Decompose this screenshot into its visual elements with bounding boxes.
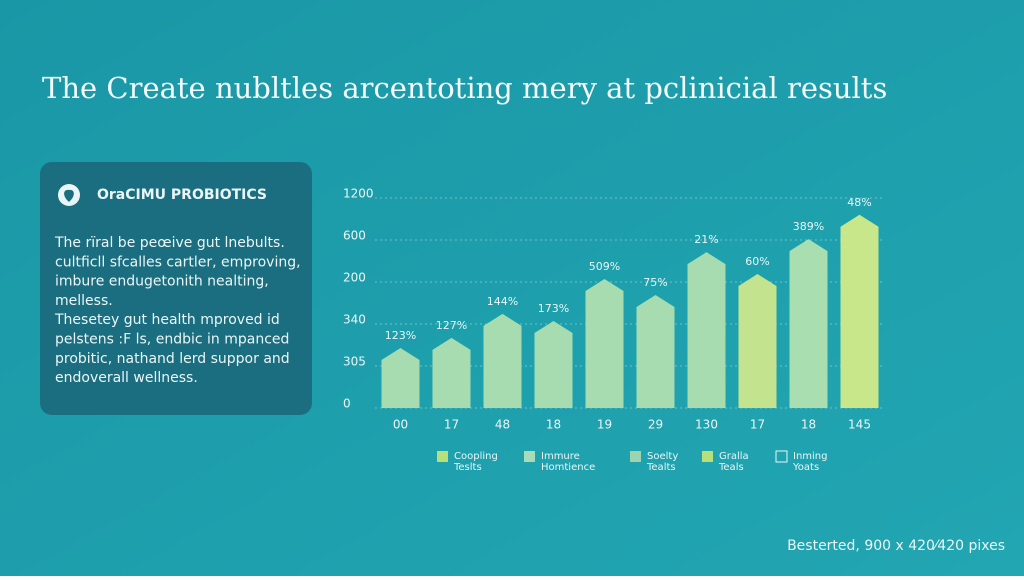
card-line: melless. [55,293,113,309]
x-tick-label: 29 [648,418,663,432]
legend-label: Inming [793,451,828,462]
bar [585,279,624,408]
bar [789,239,828,408]
y-tick-label: 1200 [343,187,374,201]
footer: Besterted, 900 x 420⁄420 pixes [787,538,1005,554]
y-tick-label: 305 [343,355,366,369]
x-tick-label: 00 [393,418,408,432]
legend-swatch [437,451,448,462]
card-icon-leaf [64,189,74,202]
bar-annotation: 144% [487,295,518,308]
bar [432,337,471,408]
legend-label: Yoats [792,462,819,473]
legend-label: Immure [541,451,580,462]
y-tick-label: 200 [343,271,366,285]
slide-title: The Create nubltles arcentoting mery at … [42,71,887,105]
legend-swatch [524,451,535,462]
card-line: probitic, nathand lerd suppor and [55,351,290,367]
y-tick-label: 0 [343,397,351,411]
x-tick-label: 130 [695,418,718,432]
legend-label: Soelty [647,451,678,462]
bar [636,295,675,408]
info-card [40,162,312,415]
bar-annotation: 389% [793,220,824,233]
bar [381,347,420,408]
bar-annotation: 75% [643,276,667,289]
card-line: pelstens :F ls, endbic in mpanced [55,332,289,348]
bar [483,313,522,408]
bar-annotation: 509% [589,260,620,273]
bar [738,274,777,408]
bar-annotation: 48% [847,196,871,209]
bar [534,321,573,408]
x-tick-label: 17 [750,418,765,432]
x-tick-label: 19 [597,418,612,432]
bar-annotation: 173% [538,302,569,315]
legend-label: Teals [718,462,744,473]
y-tick-label: 600 [343,229,366,243]
card-line: imbure endugetonith nealting, [55,274,269,290]
legend-label: Gralla [719,451,749,462]
card-heading: OraCIMU PROBIOTICS [97,187,267,203]
bar-annotation: 127% [436,319,467,332]
legend-label: Teslts [453,462,482,473]
bar-annotation: 123% [385,329,416,342]
legend-swatch [702,451,713,462]
legend-swatch [775,450,788,463]
legend-label: Homtience [541,462,595,473]
x-tick-label: 18 [546,418,561,432]
y-tick-label: 340 [343,313,366,327]
bar [687,252,726,408]
x-tick-label: 48 [495,418,510,432]
card-line: cultficll sfcalles cartler, emproving, [55,254,301,270]
bar [840,214,879,408]
bar-annotation: 60% [745,255,769,268]
x-tick-label: 18 [801,418,816,432]
card-line: Thesetey gut health mproved id [54,312,280,328]
x-tick-label: 17 [444,418,459,432]
card-line: The rïral be peœive gut lnebults. [54,235,285,251]
legend-label: Coopling [454,451,498,462]
card-text: The rïral be peœive gut lnebults. cultfic… [54,235,301,386]
legend-swatch [630,451,641,462]
bar-annotation: 21% [694,233,718,246]
x-tick-label: 145 [848,418,871,432]
legend-label: Tealts [646,462,676,473]
card-line: endoverall wellness. [55,370,198,386]
